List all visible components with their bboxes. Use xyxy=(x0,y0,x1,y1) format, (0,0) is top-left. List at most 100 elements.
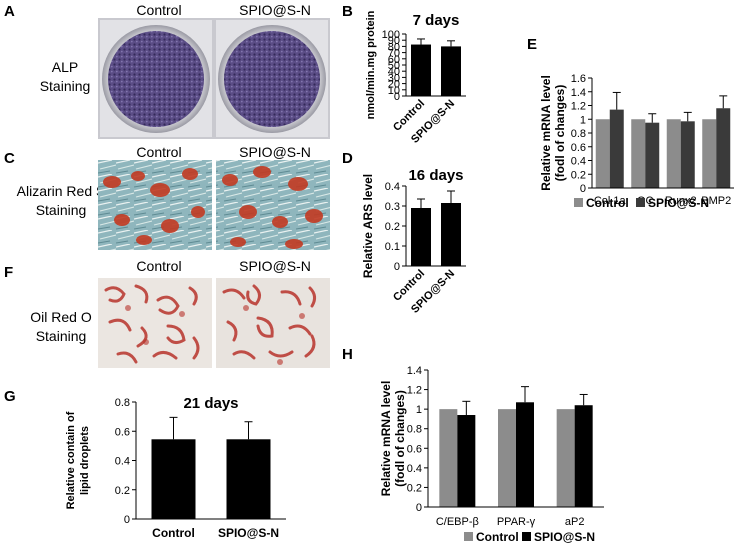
chart-e-bar xyxy=(716,108,731,188)
panel-a-col-control: Control xyxy=(136,2,182,18)
chart-e-ytick-label: 1 xyxy=(580,114,586,126)
oil-red-micrographs xyxy=(98,278,330,368)
chart-g-lipid-droplets: 21 days 0 0.2 0.4 0.6 0.8 Relative contain of l… xyxy=(65,395,286,540)
panel-letter-f: F xyxy=(4,264,14,281)
chart-e-ytick-label: 0 xyxy=(580,183,586,195)
chart-e-bar xyxy=(631,119,646,188)
chart-h-xtick-label: C/EBP-β xyxy=(436,516,479,528)
chart-b-ytick-label: 40 xyxy=(388,66,400,78)
chart-h-ytick-label: 0.2 xyxy=(407,482,422,494)
chart-h-legend-swatch xyxy=(464,532,473,541)
panel-letter-h: H xyxy=(342,346,353,363)
chart-h-ytick-label: 1 xyxy=(416,404,422,416)
chart-e-ytick-label: 1.4 xyxy=(571,87,586,99)
chart-d-ytick-label: 0.3 xyxy=(385,201,400,213)
chart-b-bar xyxy=(411,44,431,96)
chart-g-bar xyxy=(151,439,196,519)
chart-h-ytick-label: 0 xyxy=(416,502,422,514)
chart-e-osteogenic-mrna: 0 0.20.4 0.6 0.8 11.2 1.4 1.6 Relative mRNA lev… xyxy=(539,73,734,210)
chart-b-ytick-label: 60 xyxy=(388,54,400,66)
chart-b-ytick-label: 10 xyxy=(388,85,400,97)
chart-d-ytick-label: 0 xyxy=(394,261,400,273)
panel-a-col-spio: SPIO@S-N xyxy=(239,2,311,18)
chart-h-legend-label: SPIO@S-N xyxy=(534,530,595,544)
chart-g-ytick-label: 0.2 xyxy=(115,485,130,497)
panel-c-row-label: Alizarin Red S Staining xyxy=(16,183,106,218)
panel-letter-e: E xyxy=(527,36,538,53)
chart-b-ytick-label: 90 xyxy=(388,35,400,47)
chart-d-ytick-label: 0.1 xyxy=(385,241,400,253)
chart-g-ytick-label: 0.6 xyxy=(115,426,130,438)
panel-c-col-control: Control xyxy=(136,144,182,160)
chart-e-ytick-label: 0.8 xyxy=(571,128,586,140)
chart-e-bar xyxy=(609,109,624,188)
chart-b-ytick-label: 0 xyxy=(394,91,400,103)
chart-h-bar xyxy=(498,409,516,507)
panel-f-col-control: Control xyxy=(136,258,182,274)
chart-e-ytick-label: 0.4 xyxy=(571,156,586,168)
panel-f-row-label: Oil Red O Staining xyxy=(30,309,92,344)
chart-e-ytick-label: 0.2 xyxy=(571,169,586,181)
chart-g-ytick-label: 0.4 xyxy=(115,456,130,468)
chart-e-ytick-label: 0.6 xyxy=(571,142,586,154)
chart-e-xtick-label: Col 1a xyxy=(594,195,627,207)
chart-b-ytick-label: 30 xyxy=(388,72,400,84)
panel-a-row-label: ALP Staining xyxy=(39,59,91,94)
chart-g-bar xyxy=(226,439,271,519)
chart-e-xtick-label: BMP2 xyxy=(701,195,731,207)
chart-h-bar xyxy=(439,409,458,507)
chart-e-ytick-label: 1.2 xyxy=(571,101,586,113)
chart-e-legend-label: SPIO@S-N xyxy=(648,196,709,210)
chart-d-bar xyxy=(441,203,461,266)
ars-spio-image xyxy=(216,160,330,250)
chart-g-title: 21 days xyxy=(183,395,238,412)
chart-b-ytick-label: 100 xyxy=(382,29,400,41)
chart-e-bar xyxy=(702,119,717,188)
chart-b-ytick-label: 20 xyxy=(388,79,400,91)
chart-h-bar xyxy=(556,409,575,507)
chart-e-ylabel: (fodl of changes) xyxy=(553,85,567,182)
chart-h-ytick-label: 1.2 xyxy=(407,385,422,397)
chart-h-bar xyxy=(574,405,593,507)
chart-h-ylabel: Relative mRNA level xyxy=(379,381,393,497)
chart-h-bar xyxy=(516,402,534,507)
chart-e-bar xyxy=(666,119,681,188)
chart-e-legend-label: Control xyxy=(586,196,629,210)
panel-letter-c: C xyxy=(4,150,15,167)
chart-g-ytick-label: 0 xyxy=(124,514,130,526)
panel-letter-g: G xyxy=(4,388,16,405)
chart-h-ytick-label: 0.6 xyxy=(407,443,422,455)
chart-h-ytick-label: 0.8 xyxy=(407,424,422,436)
chart-h-ylabel: (fodl of changes) xyxy=(393,390,407,487)
panel-letter-d: D xyxy=(342,150,353,167)
chart-h-legend-swatch xyxy=(522,532,531,541)
chart-h-ytick-label: 0.4 xyxy=(407,463,422,475)
chart-b-ytick-label: 50 xyxy=(388,60,400,72)
chart-d-bar xyxy=(411,208,431,266)
chart-h-xtick-label: PPAR-γ xyxy=(497,516,536,528)
chart-e-ylabel: Relative mRNA level xyxy=(539,75,553,191)
ars-micrographs xyxy=(98,160,330,250)
panel-f-col-spio: SPIO@S-N xyxy=(239,258,311,274)
panel-letter-b: B xyxy=(342,3,353,20)
chart-g-ylabel: lipid droplets xyxy=(79,426,91,495)
chart-b-ytick-label: 80 xyxy=(388,41,400,53)
chart-d-ylabel: Relative ARS level xyxy=(361,174,375,278)
chart-e-bar xyxy=(645,122,660,188)
chart-e-xtick-label: Runx2 xyxy=(665,195,697,207)
chart-e-bar xyxy=(595,119,610,188)
chart-b-ytick-label: 70 xyxy=(388,48,400,60)
chart-d-title: 16 days xyxy=(408,167,463,184)
chart-b-bar xyxy=(441,46,461,96)
chart-h-xtick-label: aP2 xyxy=(565,516,585,528)
chart-g-ylabel: Relative contain of xyxy=(65,411,77,509)
chart-h-bar xyxy=(457,415,476,507)
chart-d-ytick-label: 0.4 xyxy=(385,181,400,193)
chart-g-ytick-label: 0.8 xyxy=(115,397,130,409)
chart-e-legend-swatch xyxy=(636,198,645,207)
chart-e-legend-swatch xyxy=(574,198,583,207)
alp-well-plate xyxy=(98,18,330,139)
panel-letter-a: A xyxy=(4,3,15,20)
